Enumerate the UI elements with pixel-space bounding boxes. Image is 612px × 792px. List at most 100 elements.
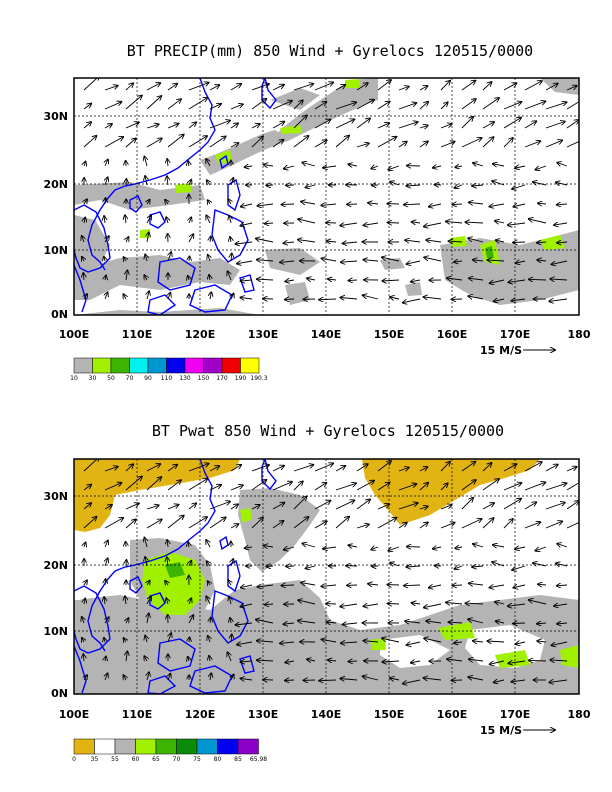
wind-vector [440,81,450,91]
colorbar-label: 110 [161,375,173,382]
wind-vector [245,166,253,167]
wind-vector [412,222,421,223]
wind-vector [398,523,407,529]
colorbar-label: 190.3 [250,375,267,382]
wind-vector [208,581,210,585]
wind-vector [206,540,210,548]
wind-vector [537,242,547,243]
wind-vector [188,657,189,661]
wind-vector [398,122,418,129]
wind-vector [452,585,463,586]
wind-vector [146,96,161,110]
wind-vector [468,296,484,299]
wind-vector [146,519,162,529]
wind-vector [293,100,303,110]
wind-vector [449,241,463,242]
wind-vector [447,278,463,280]
wind-vector [206,215,210,224]
wind-vector [188,98,207,110]
wind-vector [189,256,190,261]
wind-vector [390,678,400,680]
wind-vector [545,102,567,110]
wind-vector [323,547,337,549]
wind-vector [240,223,253,226]
wind-vector [209,656,210,662]
wind-vector [314,463,333,472]
wind-vector [188,615,193,624]
wind-vector [167,84,177,91]
wind-vector [566,480,579,491]
wind-vector [207,561,210,566]
wind-vector [104,483,122,491]
wind-vector [84,580,87,585]
wind-vector [461,498,473,510]
wind-vector [323,166,337,168]
wind-vectors [82,78,579,303]
wind-vector [335,102,356,110]
colorbar-swatch [221,357,241,374]
wind-vector [235,242,253,244]
x-tick: 120E [185,708,215,721]
wind-vector [209,466,219,472]
wind-vector [454,642,463,643]
wind-vector [257,641,274,642]
wind-vector [419,125,428,128]
wind-vector [496,240,505,242]
wind-vector [168,252,171,262]
wind-vector [557,204,568,205]
wind-vector [545,521,562,529]
wind-vector [551,641,568,645]
wind-vector [307,278,316,280]
wind-vector [566,120,579,129]
wind-vector [125,96,142,110]
wind-vector [524,141,540,148]
wind-vector [377,123,389,129]
wind-vector [189,637,190,642]
colorbar-label: 190 [235,375,247,382]
y-axis-ticks: 0N 10N 20N 30N [43,110,68,321]
wind-vector [557,544,568,547]
wind-vector [264,165,274,166]
wind-vector [241,280,253,281]
wind-vector [84,599,85,605]
wind-vector [513,623,526,624]
wind-vector [105,541,108,548]
wind-vector [208,200,210,204]
wind-vector [319,680,337,681]
wind-vector [147,672,149,681]
wind-vector [280,261,295,262]
y-tick: 10N [43,625,68,638]
wind-vector [188,503,196,510]
wind-vector [145,176,147,186]
wind-vector [529,660,547,661]
wind-vector [231,634,232,643]
wind-vector [538,584,547,585]
wind-vector [482,122,494,129]
wind-vector [482,82,492,91]
reference-vector-label: 15 M/S [480,724,522,737]
wind-vector [230,237,231,243]
wind-vector [241,661,253,662]
wind-vector [125,122,139,129]
wind-vector [390,182,400,185]
colorbar-label: 30 [89,375,97,382]
wind-vector [188,83,209,91]
wind-vector [335,483,356,491]
wind-vector [341,642,358,643]
wind-vector [230,143,238,147]
wind-vector [377,137,397,148]
wind-vector [335,517,349,529]
wind-vector [335,85,345,91]
wind-vector [407,642,421,645]
wind-vector [126,237,129,242]
wind-vector [468,619,484,624]
wind-vector [298,621,316,623]
wind-vector [382,638,400,643]
y-tick: 0N [51,308,68,321]
wind-vector [147,200,150,204]
wind-vector [168,293,170,300]
wind-vector [356,499,370,510]
wind-vector [566,99,579,110]
wind-vector [496,621,505,623]
